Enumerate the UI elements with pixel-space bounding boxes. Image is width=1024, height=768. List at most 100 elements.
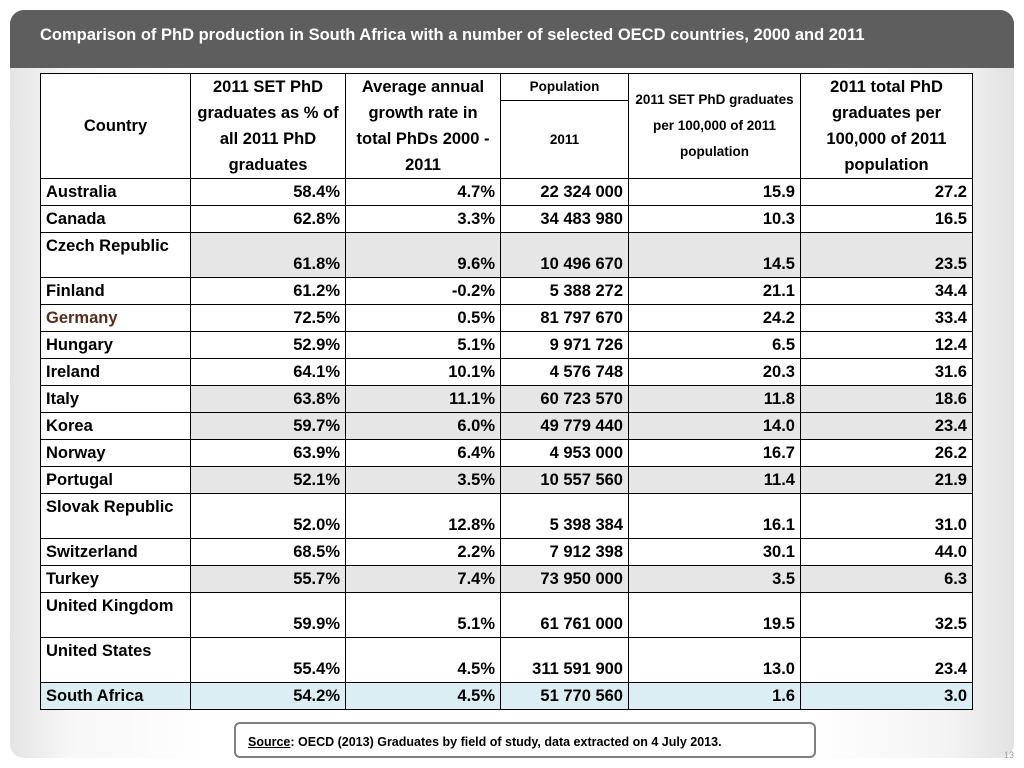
- cell-country: Germany: [40, 304, 191, 332]
- cell-population: 22 324 000: [500, 178, 629, 206]
- cell-set-pct: 52.1%: [190, 466, 346, 494]
- table-row: Portugal 52.1% 3.5% 10 557 560 11.4 21.9: [40, 466, 973, 494]
- cell-total-per-100k: 23.4: [800, 412, 973, 440]
- cell-country: South Africa: [40, 682, 191, 710]
- cell-growth: 0.5%: [345, 304, 501, 332]
- cell-growth: 12.8%: [345, 493, 501, 539]
- cell-population: 60 723 570: [500, 385, 629, 413]
- cell-country: United States: [40, 637, 191, 683]
- cell-growth: 7.4%: [345, 565, 501, 593]
- cell-set-per-100k: 24.2: [628, 304, 801, 332]
- source-label: Source: [248, 735, 291, 749]
- cell-set-per-100k: 21.1: [628, 277, 801, 305]
- cell-set-pct: 52.0%: [190, 493, 346, 539]
- cell-total-per-100k: 23.4: [800, 637, 973, 683]
- cell-country: Korea: [40, 412, 191, 440]
- header-set-pct: 2011 SET PhD graduates as % of all 2011 …: [190, 73, 346, 179]
- cell-growth: 4.7%: [345, 178, 501, 206]
- cell-set-per-100k: 11.4: [628, 466, 801, 494]
- cell-set-pct: 55.4%: [190, 637, 346, 683]
- cell-set-per-100k: 6.5: [628, 331, 801, 359]
- cell-set-per-100k: 10.3: [628, 205, 801, 233]
- cell-total-per-100k: 6.3: [800, 565, 973, 593]
- table-row: United States 55.4% 4.5% 311 591 900 13.…: [40, 637, 973, 683]
- cell-country: Canada: [40, 205, 191, 233]
- cell-set-per-100k: 11.8: [628, 385, 801, 413]
- cell-country: Italy: [40, 385, 191, 413]
- cell-growth: 4.5%: [345, 682, 501, 710]
- table-row: Ireland 64.1% 10.1% 4 576 748 20.3 31.6: [40, 358, 973, 386]
- table-row: Hungary 52.9% 5.1% 9 971 726 6.5 12.4: [40, 331, 973, 359]
- cell-total-per-100k: 31.6: [800, 358, 973, 386]
- table-row: Korea 59.7% 6.0% 49 779 440 14.0 23.4: [40, 412, 973, 440]
- table-row: Italy 63.8% 11.1% 60 723 570 11.8 18.6: [40, 385, 973, 413]
- cell-total-per-100k: 27.2: [800, 178, 973, 206]
- header-population-year: 2011: [500, 100, 629, 179]
- phd-comparison-table: Country 2011 SET PhD graduates as % of a…: [40, 73, 973, 710]
- cell-set-per-100k: 13.0: [628, 637, 801, 683]
- table-row: Finland 61.2% -0.2% 5 388 272 21.1 34.4: [40, 277, 973, 305]
- cell-population: 10 496 670: [500, 232, 629, 278]
- cell-population: 73 950 000: [500, 565, 629, 593]
- cell-country: Norway: [40, 439, 191, 467]
- cell-population: 49 779 440: [500, 412, 629, 440]
- cell-growth: 11.1%: [345, 385, 501, 413]
- cell-total-per-100k: 3.0: [800, 682, 973, 710]
- cell-total-per-100k: 34.4: [800, 277, 973, 305]
- cell-country: Australia: [40, 178, 191, 206]
- cell-set-pct: 64.1%: [190, 358, 346, 386]
- cell-growth: 6.4%: [345, 439, 501, 467]
- table-row: Czech Republic 61.8% 9.6% 10 496 670 14.…: [40, 232, 973, 278]
- cell-population: 4 576 748: [500, 358, 629, 386]
- table-row: Norway 63.9% 6.4% 4 953 000 16.7 26.2: [40, 439, 973, 467]
- table-body: Australia 58.4% 4.7% 22 324 000 15.9 27.…: [40, 178, 973, 710]
- header-set-per-100k: 2011 SET PhD graduates per 100,000 of 20…: [628, 73, 801, 179]
- cell-total-per-100k: 32.5: [800, 592, 973, 638]
- table-row: Canada 62.8% 3.3% 34 483 980 10.3 16.5: [40, 205, 973, 233]
- cell-set-pct: 63.9%: [190, 439, 346, 467]
- table-row-south-africa: South Africa 54.2% 4.5% 51 770 560 1.6 3…: [40, 682, 973, 710]
- cell-set-pct: 55.7%: [190, 565, 346, 593]
- cell-set-pct: 63.8%: [190, 385, 346, 413]
- cell-set-per-100k: 1.6: [628, 682, 801, 710]
- cell-population: 9 971 726: [500, 331, 629, 359]
- source-text-line: Source: OECD (2013) Graduates by field o…: [248, 735, 722, 749]
- cell-population: 10 557 560: [500, 466, 629, 494]
- cell-growth: 5.1%: [345, 592, 501, 638]
- source-note: Source: OECD (2013) Graduates by field o…: [234, 722, 816, 758]
- cell-set-pct: 59.9%: [190, 592, 346, 638]
- cell-set-pct: 61.2%: [190, 277, 346, 305]
- cell-total-per-100k: 31.0: [800, 493, 973, 539]
- cell-population: 61 761 000: [500, 592, 629, 638]
- cell-country: Ireland: [40, 358, 191, 386]
- cell-set-pct: 52.9%: [190, 331, 346, 359]
- cell-population: 51 770 560: [500, 682, 629, 710]
- table-row: Germany 72.5% 0.5% 81 797 670 24.2 33.4: [40, 304, 973, 332]
- cell-growth: 4.5%: [345, 637, 501, 683]
- cell-population: 311 591 900: [500, 637, 629, 683]
- cell-set-per-100k: 30.1: [628, 538, 801, 566]
- cell-total-per-100k: 18.6: [800, 385, 973, 413]
- cell-growth: 2.2%: [345, 538, 501, 566]
- cell-set-pct: 58.4%: [190, 178, 346, 206]
- cell-total-per-100k: 44.0: [800, 538, 973, 566]
- header-country: Country: [40, 73, 191, 179]
- cell-set-pct: 61.8%: [190, 232, 346, 278]
- cell-population: 4 953 000: [500, 439, 629, 467]
- cell-country: Czech Republic: [40, 232, 191, 278]
- cell-set-pct: 59.7%: [190, 412, 346, 440]
- cell-growth: 6.0%: [345, 412, 501, 440]
- cell-growth: 9.6%: [345, 232, 501, 278]
- cell-set-per-100k: 16.7: [628, 439, 801, 467]
- header-total-per-100k: 2011 total PhD graduates per 100,000 of …: [800, 73, 973, 179]
- table-row: Australia 58.4% 4.7% 22 324 000 15.9 27.…: [40, 178, 973, 206]
- cell-set-pct: 68.5%: [190, 538, 346, 566]
- cell-growth: 5.1%: [345, 331, 501, 359]
- cell-set-per-100k: 16.1: [628, 493, 801, 539]
- cell-total-per-100k: 23.5: [800, 232, 973, 278]
- table-row: Turkey 55.7% 7.4% 73 950 000 3.5 6.3: [40, 565, 973, 593]
- cell-population: 34 483 980: [500, 205, 629, 233]
- cell-set-pct: 54.2%: [190, 682, 346, 710]
- page-number: 13: [1003, 750, 1014, 760]
- slide-title: Comparison of PhD production in South Af…: [40, 26, 865, 44]
